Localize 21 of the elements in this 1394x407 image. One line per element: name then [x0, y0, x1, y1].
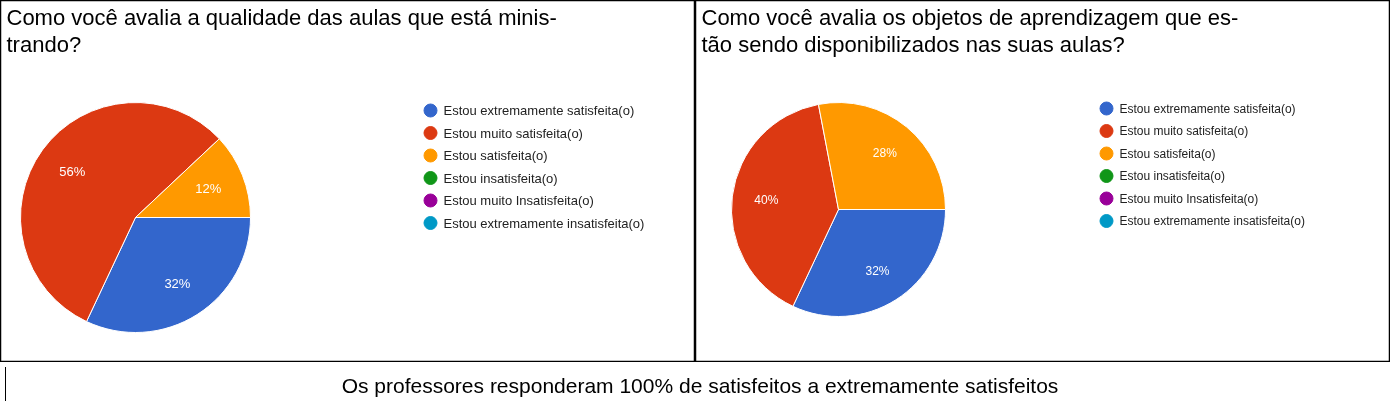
data-label: 28%: [872, 146, 898, 161]
data-label: 12%: [195, 181, 222, 197]
legend-label: Estou muito satisfeita(o): [443, 125, 583, 141]
data-label: 32%: [865, 263, 890, 278]
legend-label: Estou extremamente satisfeita(o): [443, 103, 635, 118]
chart-title: Como você avalia os objetos de aprendizagem que es- tão sendo disponibilizados nas suas aulas?: [701, 4, 1239, 57]
data-label: 32%: [164, 276, 191, 292]
data-label: 56%: [59, 164, 86, 180]
legend-label: Estou insatisfeita(o): [443, 170, 558, 186]
text: Os professores responderam 100% de satisfeitos a extremamente satisfeitos: [341, 373, 1059, 399]
legend-label: Estou muito Insatisfeita(o): [443, 193, 594, 208]
legend-label: Estou satisfeita(o): [1119, 146, 1216, 161]
legend-label: Estou muito Insatisfeita(o): [1119, 191, 1259, 206]
chart-title: Como você avalia a qualidade das aulas que está minis- trando?: [6, 4, 557, 57]
legend-label: Estou extremamente insatisfeita(o): [443, 215, 645, 231]
legend-label: Estou extremamente insatisfeita(o): [1119, 214, 1305, 228]
legend-label: Estou extremamente satisfeita(o): [1119, 101, 1296, 116]
legend-label: Estou satisfeita(o): [443, 148, 548, 163]
legend-label: Estou insatisfeita(o): [1119, 169, 1225, 183]
legend-label: Estou muito satisfeita(o): [1119, 124, 1249, 138]
data-label: 40%: [754, 193, 779, 208]
